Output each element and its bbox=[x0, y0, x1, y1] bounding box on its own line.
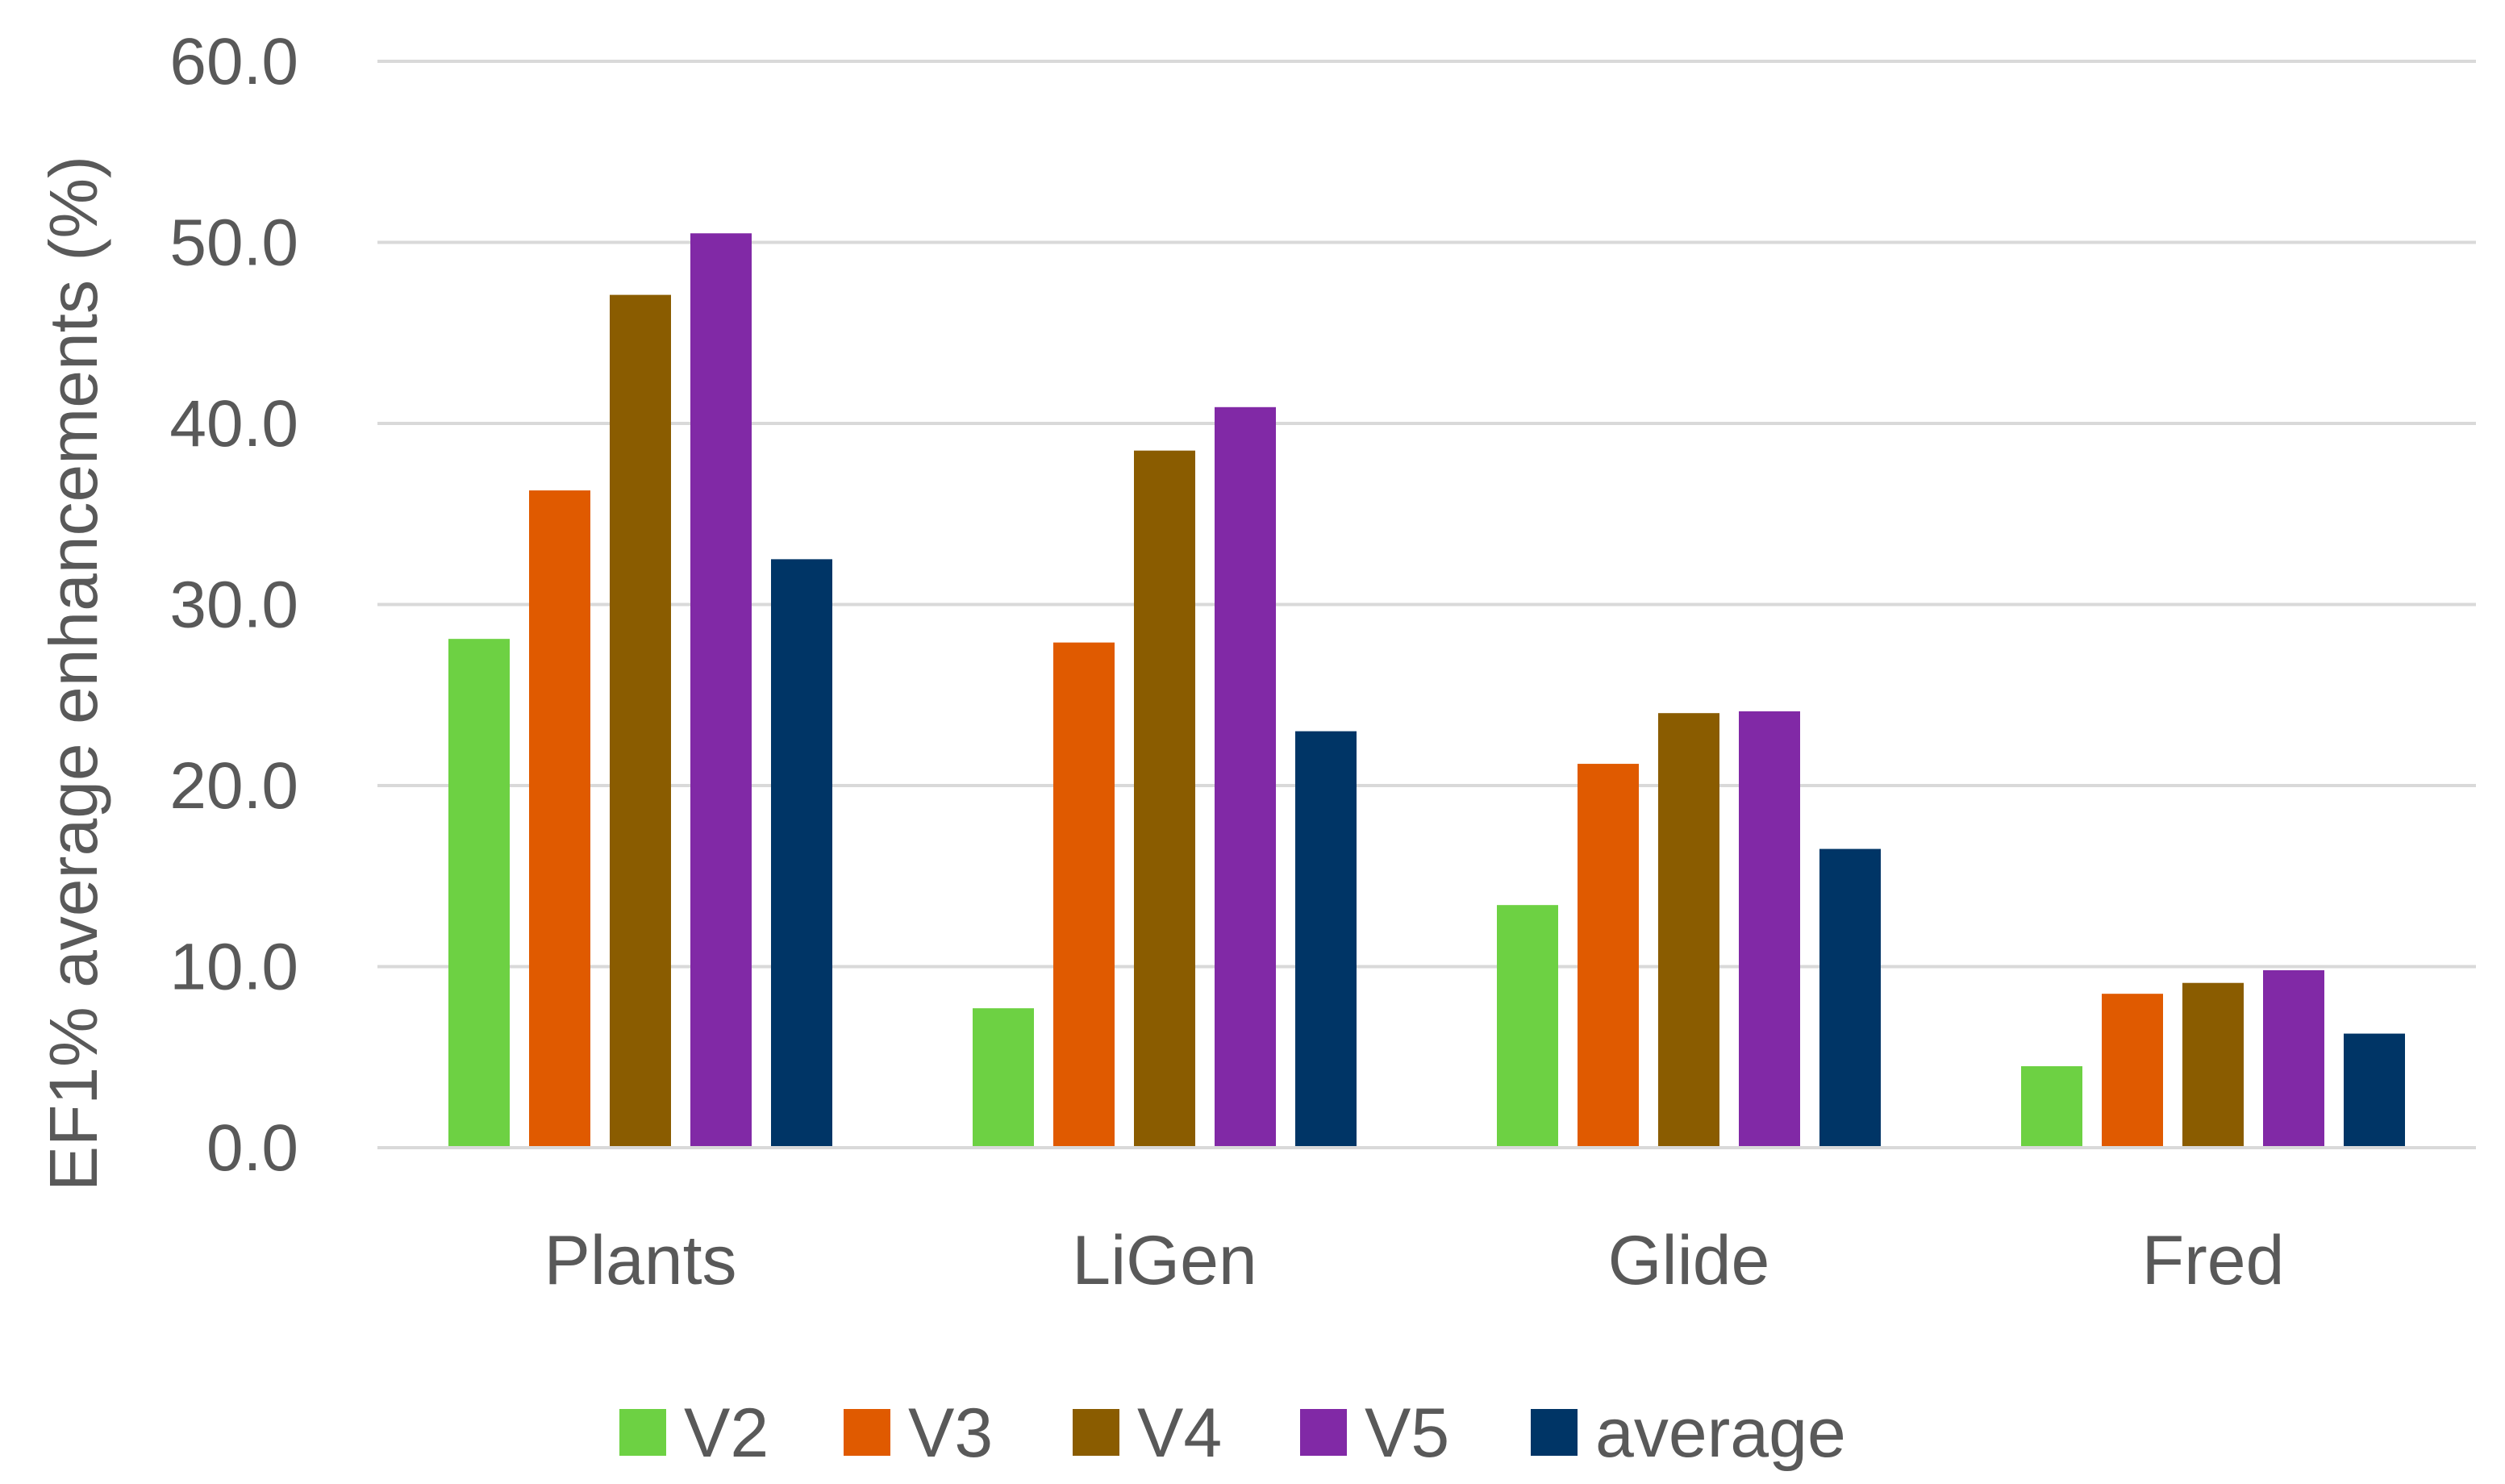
x-category-label: Fred bbox=[2142, 1222, 2285, 1299]
bar-glide-v5 bbox=[1739, 711, 1800, 1148]
bar-fred-v5 bbox=[2263, 969, 2324, 1148]
bars bbox=[448, 233, 2405, 1148]
bar-ligen-v4 bbox=[1134, 450, 1195, 1148]
bar-plants-v2 bbox=[448, 639, 510, 1148]
y-tick-label: 0.0 bbox=[206, 1111, 298, 1185]
y-tick-label: 30.0 bbox=[169, 569, 298, 642]
legend-swatch-v5 bbox=[1300, 1409, 1347, 1456]
legend-label-v2: V2 bbox=[684, 1394, 769, 1472]
bar-ligen-v5 bbox=[1215, 406, 1276, 1148]
x-category-label: Glide bbox=[1608, 1222, 1770, 1299]
legend-swatch-average bbox=[1531, 1409, 1578, 1456]
bar-plants-v5 bbox=[690, 233, 752, 1148]
bar-plants-v3 bbox=[529, 490, 590, 1148]
legend-label-average: average bbox=[1595, 1394, 1846, 1472]
bar-glide-average bbox=[1819, 848, 1881, 1148]
x-category-label: LiGen bbox=[1072, 1222, 1257, 1299]
y-tick-label: 60.0 bbox=[169, 25, 298, 98]
y-axis-ticks: 0.0 10.0 20.0 30.0 40.0 50.0 60.0 bbox=[169, 25, 298, 1185]
legend-label-v5: V5 bbox=[1365, 1394, 1449, 1472]
bar-ligen-average bbox=[1295, 731, 1357, 1148]
bar-plants-average bbox=[771, 559, 832, 1148]
bar-ligen-v2 bbox=[973, 1008, 1034, 1148]
y-axis-title: EF1% average enhancements (%) bbox=[35, 156, 111, 1191]
bar-glide-v4 bbox=[1658, 713, 1719, 1148]
bar-glide-v3 bbox=[1578, 764, 1639, 1148]
y-tick-label: 50.0 bbox=[169, 206, 298, 280]
bar-glide-v2 bbox=[1497, 905, 1558, 1148]
legend-swatch-v4 bbox=[1073, 1409, 1119, 1456]
legend: V2 V3 V4 V5 average bbox=[619, 1394, 1846, 1472]
legend-label-v4: V4 bbox=[1137, 1394, 1222, 1472]
bar-fred-average bbox=[2344, 1033, 2405, 1148]
x-axis-categories: Plants LiGen Glide Fred bbox=[544, 1222, 2284, 1299]
bar-fred-v2 bbox=[2021, 1065, 2082, 1148]
bar-plants-v4 bbox=[610, 294, 671, 1148]
y-tick-label: 20.0 bbox=[169, 749, 298, 823]
legend-swatch-v3 bbox=[844, 1409, 890, 1456]
x-category-label: Plants bbox=[544, 1222, 736, 1299]
bar-fred-v3 bbox=[2102, 994, 2163, 1148]
legend-label-v3: V3 bbox=[908, 1394, 993, 1472]
y-tick-label: 40.0 bbox=[169, 387, 298, 461]
legend-swatch-v2 bbox=[619, 1409, 666, 1456]
bar-ligen-v3 bbox=[1053, 642, 1115, 1148]
y-tick-label: 10.0 bbox=[169, 931, 298, 1004]
bar-fred-v4 bbox=[2182, 982, 2244, 1148]
